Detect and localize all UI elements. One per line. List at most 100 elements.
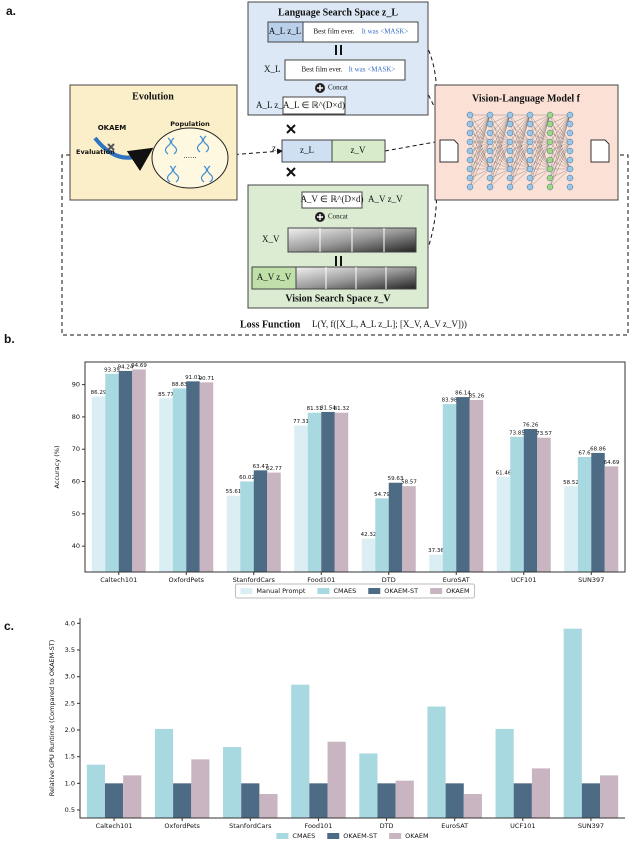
node: [506, 156, 514, 164]
edge: [549, 141, 571, 188]
arrow: [93, 136, 154, 172]
node: [466, 120, 474, 128]
data-label: 58.52: [563, 480, 579, 486]
y-tick-label: 4.0: [65, 619, 75, 627]
edge: [509, 141, 531, 188]
x-tick-label: StanfordCars: [233, 576, 276, 584]
node: [546, 129, 554, 137]
image-divider: [319, 228, 385, 252]
node: [486, 183, 494, 191]
edge: [529, 114, 551, 170]
legend-label: OKAEM-ST: [384, 587, 418, 595]
bar: [159, 398, 173, 572]
data-label: 86.29: [91, 390, 107, 396]
data-label: 81.54: [320, 405, 336, 411]
algorithm-label: OKAEM: [98, 124, 127, 132]
box-title: Evolution: [132, 91, 174, 102]
data-label: 83.98: [442, 398, 458, 404]
node: [566, 129, 574, 137]
edge: [549, 114, 571, 143]
node: [526, 183, 534, 191]
edge: [549, 114, 571, 152]
legend: CMAES OKAEM-ST OKAEM: [276, 832, 429, 840]
node: [506, 111, 514, 119]
prompt-mask: It was <MASK>: [349, 66, 396, 74]
prompt-cell: [267, 21, 304, 43]
concat-label: Concat: [328, 84, 348, 92]
edge: [549, 114, 571, 179]
math-label: A_L z_L: [269, 26, 301, 36]
bar: [104, 783, 124, 818]
legend-label: CMAES: [333, 587, 356, 595]
node: [466, 138, 474, 146]
edge: [509, 114, 531, 125]
bar: [226, 495, 241, 572]
bar: [309, 783, 328, 818]
bar: [445, 783, 464, 818]
node: [506, 174, 514, 182]
edge: [529, 114, 551, 143]
axes: [79, 618, 625, 819]
bar: [105, 373, 119, 572]
y-tick-label: 40: [72, 542, 80, 550]
edge: [469, 114, 491, 179]
equals: [335, 256, 342, 266]
ellipsis: ......: [183, 152, 196, 160]
legend-swatch: [327, 833, 340, 839]
bar: [563, 628, 582, 818]
y-tick-label: 50: [72, 510, 80, 518]
bar: [240, 481, 254, 572]
data-label: 54.79: [374, 492, 390, 498]
charts: 40 50 60 70 80 90 Accuracy (%) Caltech101 86.29 9…: [48, 361, 626, 840]
bar: [321, 411, 335, 572]
bar: [523, 429, 538, 572]
x-tick-label: OxfordPets: [168, 576, 204, 584]
edge: [469, 114, 491, 143]
x-tick-label: UCF101: [511, 576, 536, 584]
math-label: A_V z_V: [368, 194, 403, 204]
bar: [577, 456, 592, 572]
x-tick-label: DTD: [380, 822, 394, 830]
data-label: 85.26: [469, 393, 485, 399]
edge: [509, 114, 531, 143]
legend-swatch: [430, 588, 443, 594]
x-tick-label: EuroSAT: [441, 822, 468, 830]
y-tick-label: 0.5: [65, 806, 75, 814]
legend-swatch: [276, 833, 289, 839]
data-label: 81.32: [334, 406, 350, 412]
data-label: 90.71: [199, 376, 215, 382]
data-label: 88.83: [172, 382, 188, 388]
node: [466, 174, 474, 182]
legend-swatch: [317, 588, 330, 594]
data-label: 37.36: [428, 548, 444, 554]
y-tick-label: 80: [72, 413, 80, 421]
edge: [469, 114, 491, 170]
edge: [509, 114, 531, 152]
edge: [489, 114, 511, 125]
panel-label: a.: [6, 4, 16, 18]
data-label: 86.14: [455, 391, 471, 397]
language-box: [247, 1, 429, 116]
data-label: 58.57: [401, 480, 417, 486]
edge: [529, 114, 551, 188]
math-label: z: [272, 143, 276, 153]
bar: [118, 370, 133, 572]
loss-formula: L(Y, f([X_L, A_L z_L]; [X_V, A_V z_V])): [312, 319, 467, 329]
edge: [469, 114, 491, 188]
bar: [463, 794, 482, 818]
node: [526, 129, 534, 137]
bar: [186, 381, 200, 572]
bar: [132, 369, 146, 572]
bar: [510, 436, 524, 572]
edge: [469, 114, 491, 161]
node: [526, 120, 534, 128]
data-label: 55.61: [226, 489, 242, 495]
node: [506, 138, 514, 146]
edge: [469, 114, 491, 134]
box-title: Vision-Language Model f: [472, 93, 581, 104]
plus-icon: [317, 214, 323, 220]
edge: [489, 114, 511, 161]
edge: [489, 114, 511, 134]
edge: [529, 141, 551, 179]
